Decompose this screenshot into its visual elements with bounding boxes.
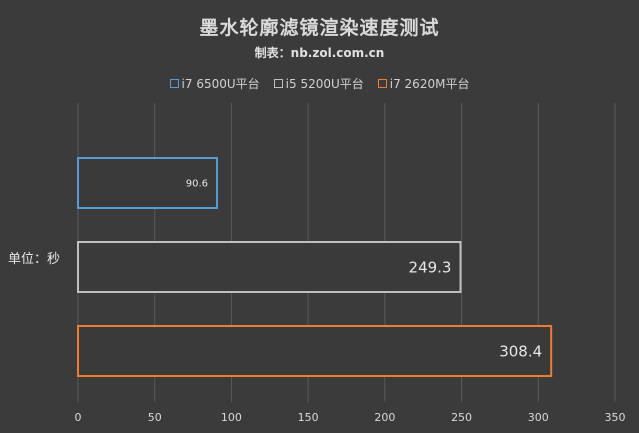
bar-value-label-2: 308.4: [499, 342, 542, 360]
legend-swatch-i7-6500u: [169, 79, 179, 88]
bar-2: [77, 325, 553, 377]
unit-label: 单位：秒: [8, 252, 61, 267]
legend-label-i7-6500u: i7 6500U平台: [181, 77, 260, 91]
x-tick-label: 150: [298, 411, 319, 424]
legend-label-i5-5200u: i5 5200U平台: [285, 77, 364, 91]
x-tick-label: 350: [605, 411, 626, 424]
legend-item-i7-2620m: i7 2620M平台: [377, 75, 470, 92]
bar-value-label-0: 90.6: [186, 179, 208, 190]
x-tick-label: 250: [451, 411, 472, 424]
bar-0: [77, 157, 219, 209]
x-tick-label: 200: [374, 411, 395, 424]
legend-swatch-i5-5200u: [273, 79, 283, 88]
legend-swatch-i7-2620m: [377, 79, 387, 88]
chart-title: 墨水轮廓滤镜渲染速度测试: [199, 17, 440, 39]
legend-label-i7-2620m: i7 2620M平台: [389, 77, 470, 91]
chart-subtitle: 制表：nb.zol.com.cn: [254, 46, 385, 60]
legend: i7 6500U平台 i5 5200U平台 i7 2620M平台: [0, 75, 639, 92]
x-tick-label: 100: [221, 411, 242, 424]
x-tick-label: 300: [528, 411, 549, 424]
x-tick-label: 0: [75, 411, 82, 424]
bar-1: [77, 241, 462, 293]
x-tick-label: 50: [148, 411, 162, 424]
legend-item-i7-6500u: i7 6500U平台: [169, 75, 260, 92]
legend-item-i5-5200u: i5 5200U平台: [273, 75, 364, 92]
bar-value-label-1: 249.3: [409, 258, 452, 276]
